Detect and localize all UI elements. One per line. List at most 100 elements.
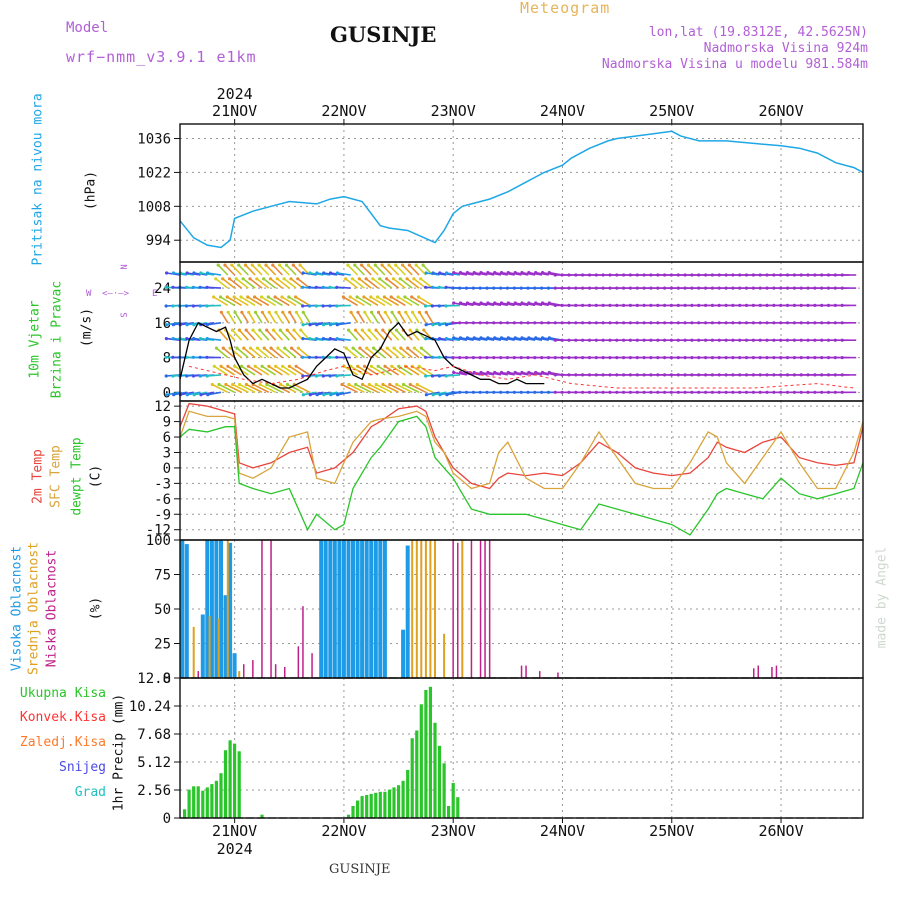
wind-arrow-head <box>198 355 202 359</box>
wind-arrow-head <box>349 310 353 314</box>
wind-arrow-head <box>546 321 551 325</box>
wind-arrow <box>290 278 304 289</box>
high-cloud-bar <box>373 540 378 678</box>
wind-arrow-head <box>533 356 537 360</box>
wind-arrow-head <box>527 271 531 275</box>
precip-bar <box>378 791 382 819</box>
wind-arrow <box>337 322 351 326</box>
wind-arrow-head <box>360 328 364 332</box>
wind-arrow <box>398 311 407 324</box>
wind-arrow-head <box>396 295 400 299</box>
wind-arrow-head <box>458 286 462 290</box>
y-tick-label: 0 <box>163 671 171 687</box>
wind-arrow <box>283 278 297 289</box>
wind-arrow-head <box>430 285 434 289</box>
wind-arrow-head <box>553 321 557 325</box>
wind-arrow-head <box>772 390 776 394</box>
wind-arrow-head <box>225 295 229 299</box>
wind-arrow-head <box>355 295 359 299</box>
wind-arrow-head <box>758 338 762 342</box>
wind-arrow-head <box>553 373 557 377</box>
wind-arrow-head <box>185 337 189 341</box>
wind-arrow <box>368 383 386 394</box>
meteogram-label: Meteogram <box>520 0 611 17</box>
wind-arrow <box>258 264 270 276</box>
wind-arrow-head <box>785 338 790 342</box>
wind-arrow-head <box>218 295 223 299</box>
wind-arrow-head <box>649 356 653 360</box>
wind-arrow <box>218 383 235 394</box>
top-date-label: 22NOV <box>321 102 366 120</box>
wind-arrow-head <box>663 338 667 342</box>
wind-arrow <box>348 383 365 394</box>
wind-arrow <box>337 337 351 341</box>
wind-arrow-head <box>738 321 742 325</box>
wind-arrow-head <box>472 336 476 340</box>
wind-arrow-head <box>546 356 551 360</box>
top-date-label: 26NOV <box>758 102 803 120</box>
wind-arrow-head <box>287 295 291 299</box>
wind-arrow-head <box>230 263 234 267</box>
wind-arrow-head <box>594 390 598 394</box>
wind-arrow-head <box>833 373 837 377</box>
wind-arrow-head <box>214 277 218 281</box>
wind-arrow-head <box>792 286 797 290</box>
wind-arrow-head <box>205 285 209 289</box>
wind-arrow-head <box>165 271 169 275</box>
wind-arrow-head <box>464 286 469 290</box>
high-cloud-bar <box>341 540 346 678</box>
wind-arrow-head <box>411 310 415 314</box>
wind-arrow-head <box>601 373 605 377</box>
wind-arrow <box>407 347 420 359</box>
wind-arrow <box>226 296 242 307</box>
wind-arrow-head <box>608 321 612 325</box>
wind-arrow-head <box>419 277 423 281</box>
wind-arrow-head <box>724 356 728 360</box>
wind-arrow-head <box>258 382 262 387</box>
wind-arrow-head <box>171 323 175 327</box>
top-year-label: 2024 <box>217 85 253 103</box>
wind-arrow-head <box>478 356 482 360</box>
wind-arrow <box>361 329 372 341</box>
wind-arrow-head <box>635 373 639 377</box>
wind-arrow <box>370 296 386 307</box>
wind-arrow <box>259 383 276 394</box>
wind-arrow-head <box>391 277 395 281</box>
wind-arrow <box>266 383 283 394</box>
wind-arrow-head <box>412 277 416 281</box>
wind-arrow <box>227 311 236 324</box>
wind-arrow-head <box>779 338 783 342</box>
wind-arrow-head <box>799 303 803 307</box>
high-cloud-bar <box>319 540 324 678</box>
wind-arrow-head <box>444 374 448 378</box>
wind-arrow-head <box>628 338 633 342</box>
wind-arrow-head <box>243 263 248 267</box>
wind-arrow-head <box>540 286 544 290</box>
wind-arrow-head <box>587 338 592 342</box>
wind-arrow <box>275 311 284 324</box>
wind-arrow-head <box>237 328 241 332</box>
wind-arrow <box>252 383 270 394</box>
wind-arrow-head <box>669 273 674 277</box>
mid-cloud-bar <box>424 540 427 678</box>
wind-arrow-head <box>431 393 435 397</box>
wind-arrow-head <box>512 286 516 290</box>
wind-arrow <box>256 347 270 359</box>
wind-arrow <box>351 278 365 289</box>
wind-arrow-head <box>642 356 646 360</box>
wind-arrow <box>207 272 222 276</box>
wind-arrow-head <box>191 374 196 378</box>
wind-arrow <box>220 296 236 307</box>
wind-arrow-head <box>385 277 389 281</box>
precip-bar <box>360 796 364 818</box>
model-altitude-text: Nadmorska Visina u modelu 981.584m <box>601 57 868 72</box>
wind-arrow <box>287 383 304 394</box>
wind-arrow-head <box>663 321 667 325</box>
wind-arrow <box>377 365 393 376</box>
wind-arrow-head <box>492 321 496 325</box>
wind-arrow-head <box>751 338 756 342</box>
wind-arrow-head <box>587 303 592 307</box>
wind-arrow-head <box>540 370 545 375</box>
wind-arrow-head <box>799 286 803 290</box>
wind-arrow-head <box>492 390 496 394</box>
